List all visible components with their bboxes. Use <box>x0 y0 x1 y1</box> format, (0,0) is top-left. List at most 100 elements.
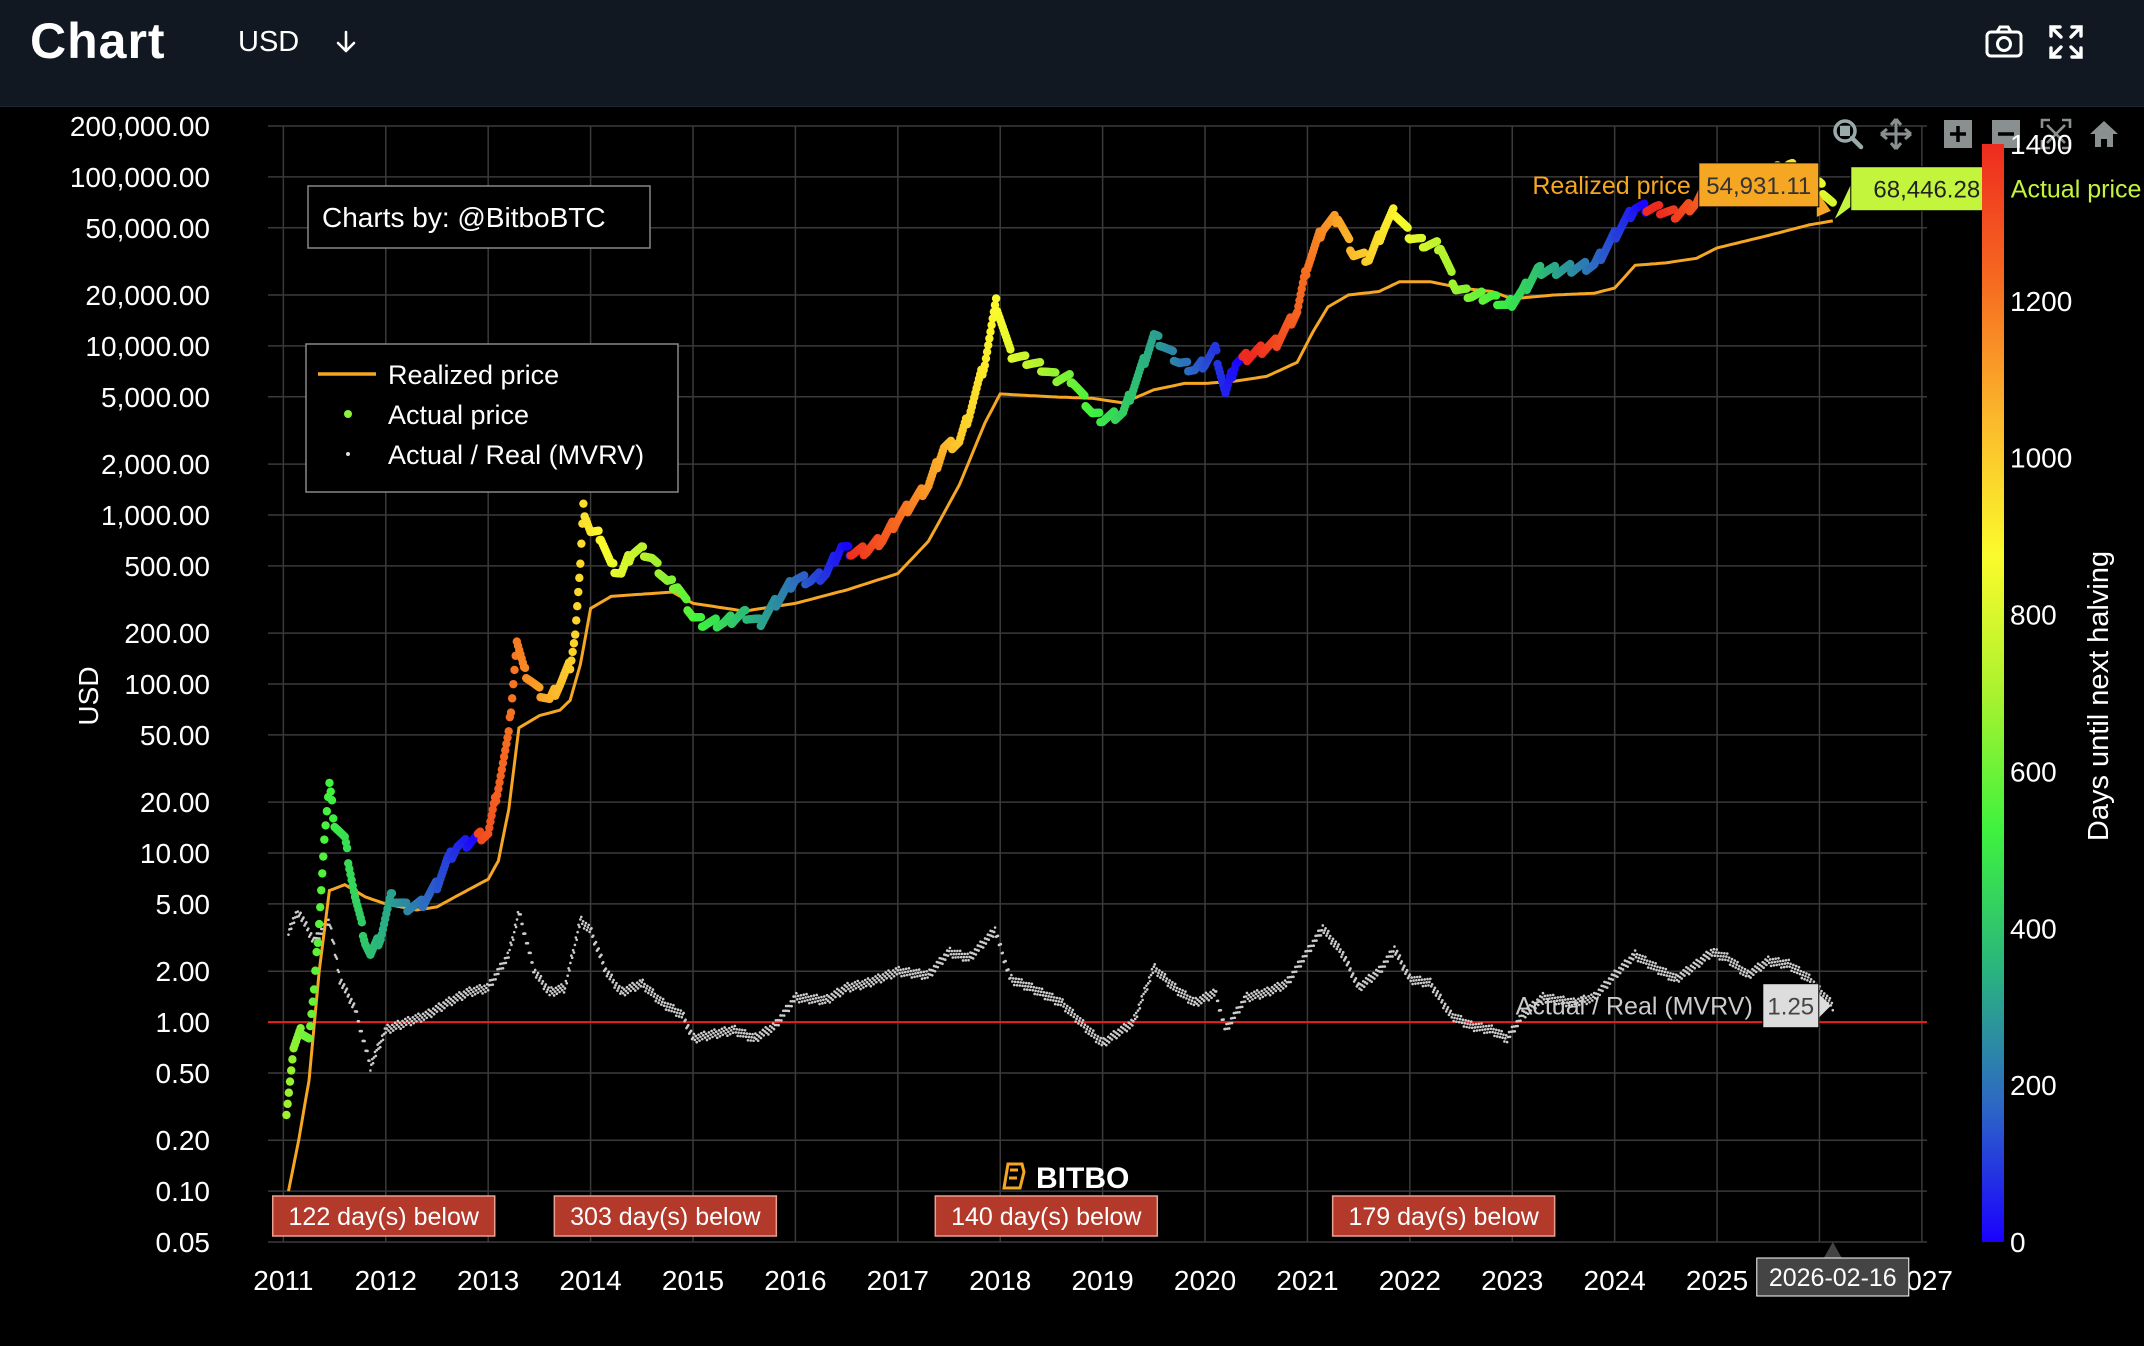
mvrv-point <box>1441 998 1444 1002</box>
mvrv-point <box>796 994 800 998</box>
mvrv-point <box>1459 1014 1463 1018</box>
zoom-in-icon[interactable] <box>1944 120 1972 148</box>
mvrv-point <box>644 989 647 993</box>
mvrv-point <box>1734 966 1737 969</box>
mvrv-point <box>965 955 968 959</box>
mvrv-point <box>1561 998 1564 1002</box>
currency-selector[interactable]: USD <box>238 22 359 62</box>
mvrv-point <box>1395 949 1399 953</box>
legend-actual-label[interactable]: Actual price <box>388 400 529 430</box>
mvrv-point <box>375 1048 379 1052</box>
mvrv-point <box>417 1018 421 1021</box>
mvrv-point <box>614 983 617 987</box>
mvrv-point <box>1664 967 1668 971</box>
mvrv-point <box>485 986 488 990</box>
mvrv-point <box>1430 982 1434 986</box>
mvrv-point <box>712 1031 715 1035</box>
mvrv-point <box>1438 995 1441 999</box>
mvrv-point <box>579 915 583 919</box>
mvrv-point <box>808 998 812 1001</box>
mvrv-point <box>391 1029 395 1032</box>
mvrv-point <box>1753 969 1756 972</box>
mvrv-point <box>1273 983 1277 987</box>
zoom-out-icon[interactable] <box>1992 120 2020 148</box>
mvrv-point <box>717 1028 721 1032</box>
camera-icon[interactable] <box>1984 22 2024 62</box>
mvrv-point <box>751 1032 754 1036</box>
fullscreen-icon[interactable] <box>2046 22 2086 62</box>
actual-price-point <box>313 938 323 948</box>
mvrv-point <box>1458 1017 1462 1021</box>
mvrv-point <box>1050 995 1053 999</box>
mvrv-point <box>1547 1000 1550 1004</box>
actual-price-point <box>320 835 329 844</box>
mvrv-point <box>875 980 878 984</box>
mvrv-point <box>777 1023 780 1027</box>
mvrv-point <box>1250 992 1253 995</box>
mvrv-point <box>478 983 482 987</box>
mvrv-point <box>1611 978 1615 981</box>
mvrv-point <box>1446 1005 1450 1009</box>
mvrv-point <box>1159 973 1163 977</box>
mvrv-point <box>677 1015 681 1018</box>
mvrv-point <box>704 1032 708 1036</box>
mvrv-point <box>1660 969 1664 973</box>
mvrv-point <box>554 986 558 990</box>
mvrv-point <box>383 1027 387 1030</box>
mvrv-point <box>460 998 464 1002</box>
actual-price-point <box>316 902 325 912</box>
mvrv-point <box>920 977 924 980</box>
mvrv-point <box>715 1036 719 1040</box>
mvrv-point <box>428 1013 431 1017</box>
mvrv-point <box>735 1027 739 1031</box>
mvrv-point <box>842 987 846 991</box>
mvrv-point <box>1065 1007 1068 1010</box>
mvrv-point <box>1575 1005 1578 1008</box>
mvrv-point <box>1010 973 1013 977</box>
mvrv-point <box>1426 977 1429 981</box>
zoom-icon[interactable] <box>1833 119 1864 150</box>
pan-icon[interactable] <box>1880 118 1912 150</box>
autoscale-icon[interactable] <box>2040 118 2072 150</box>
mvrv-point <box>1808 980 1812 984</box>
x-tick-label: 2018 <box>969 1265 1031 1296</box>
mvrv-point <box>429 1009 432 1013</box>
mvrv-point <box>536 971 540 975</box>
mvrv-point <box>1411 982 1414 986</box>
mvrv-point <box>642 985 645 988</box>
mvrv-point <box>1127 1021 1130 1024</box>
mvrv-point <box>373 1050 377 1054</box>
actual-price-point <box>284 1088 294 1097</box>
legend-realized-label[interactable]: Realized price <box>388 360 559 390</box>
mvrv-point <box>1149 973 1153 977</box>
mvrv-point <box>641 978 645 982</box>
mvrv-point <box>1470 1026 1474 1030</box>
mvrv-point <box>1802 971 1805 974</box>
mvrv-point <box>1120 1031 1124 1034</box>
mvrv-point <box>1076 1014 1079 1018</box>
mvrv-point <box>529 951 532 955</box>
mvrv-point <box>506 951 510 955</box>
actual-price-point <box>1828 198 1837 207</box>
reset-axes-icon[interactable] <box>2090 121 2118 147</box>
mvrv-point <box>648 986 652 990</box>
mvrv-point <box>952 952 955 956</box>
mvrv-point <box>668 1005 672 1009</box>
mvrv-point <box>1754 970 1758 974</box>
mvrv-point <box>913 975 916 979</box>
mvrv-point <box>444 1002 447 1006</box>
mvrv-point <box>754 1032 757 1035</box>
mvrv-point <box>1294 970 1298 973</box>
hover-realized-pointer <box>1816 190 1831 217</box>
mvrv-point <box>1113 1035 1117 1038</box>
legend-mvrv-label[interactable]: Actual / Real (MVRV) <box>388 440 644 470</box>
mvrv-point <box>1556 996 1560 999</box>
y-tick-label: 100,000.00 <box>70 162 210 193</box>
below-annotation: 179 day(s) below <box>1331 1195 1556 1237</box>
mvrv-point <box>884 971 888 974</box>
actual-price-point <box>609 559 618 568</box>
mvrv-point <box>552 994 556 997</box>
mvrv-point <box>669 1003 672 1006</box>
mvrv-point <box>886 972 889 976</box>
hover-date-box <box>1756 1257 1910 1297</box>
